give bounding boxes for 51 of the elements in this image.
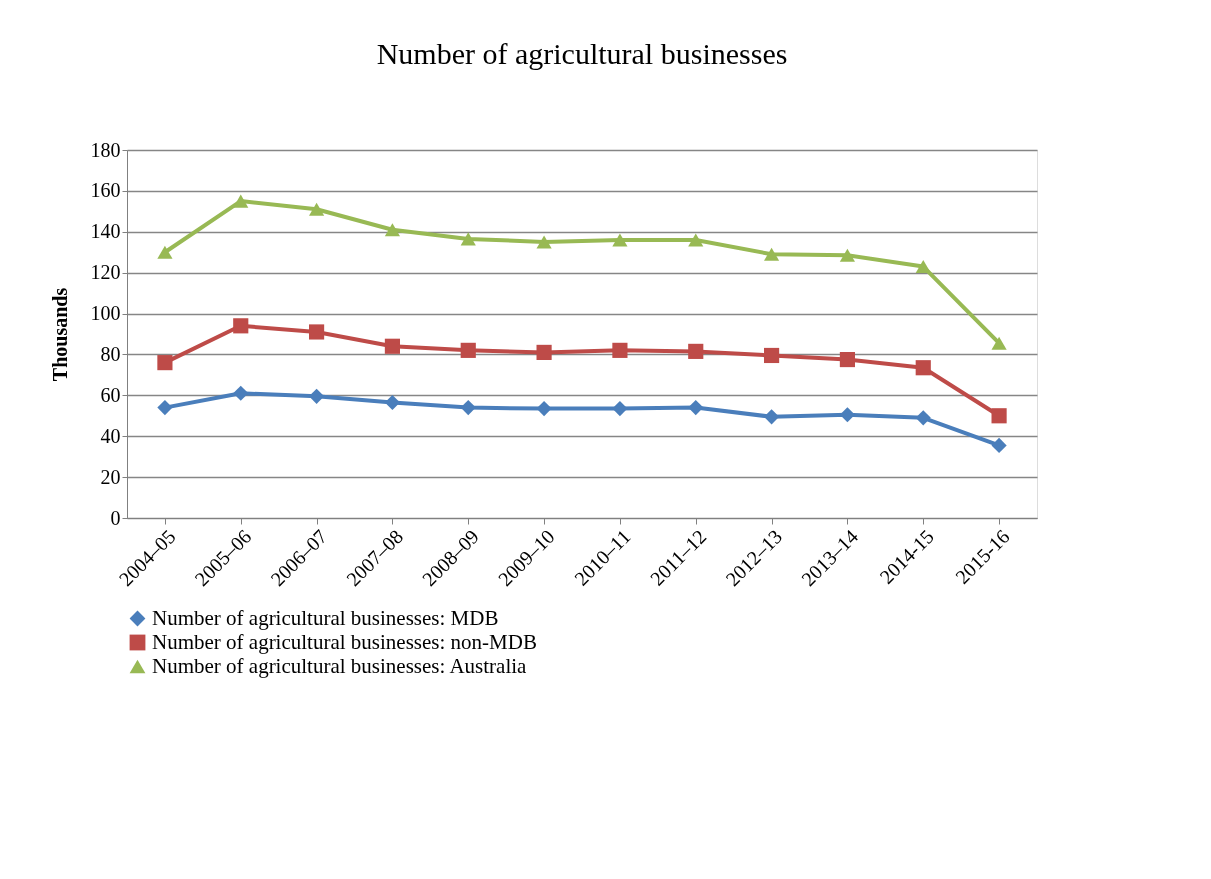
- point: [839, 407, 855, 423]
- point: [460, 342, 476, 358]
- point: [460, 232, 476, 246]
- chart-title: Number of agricultural businesses: [376, 37, 788, 70]
- point: [991, 408, 1007, 424]
- point: [839, 351, 855, 368]
- point: [915, 410, 931, 426]
- point: [536, 235, 552, 249]
- y-tick-label: 140: [90, 220, 121, 243]
- point: [991, 336, 1007, 350]
- y-tick-label: 100: [90, 302, 121, 325]
- point: [688, 400, 704, 416]
- y-tick-label: 160: [90, 179, 121, 202]
- point: [839, 248, 855, 262]
- y-tick-label: 60: [100, 383, 121, 406]
- y-tick-label: 80: [100, 342, 121, 365]
- point: [536, 401, 552, 417]
- point: [991, 437, 1007, 454]
- y-tick-label: 20: [100, 465, 121, 488]
- point: [536, 344, 552, 360]
- y-tick-label: 180: [90, 138, 121, 161]
- point: [764, 409, 780, 425]
- point: [384, 394, 400, 411]
- point: [915, 259, 931, 274]
- point: [612, 233, 628, 247]
- point: [612, 401, 628, 417]
- point: [384, 223, 400, 237]
- point: [764, 347, 780, 364]
- point: [157, 245, 173, 259]
- point: [233, 385, 249, 401]
- point: [384, 338, 400, 354]
- point: [309, 388, 325, 404]
- point: [688, 343, 704, 359]
- point: [915, 360, 931, 376]
- y-tick-label: 120: [90, 261, 121, 284]
- legend-label: Number of agricultural businesses: Australia: [152, 653, 528, 678]
- point: [157, 400, 173, 416]
- y-tick-label: 40: [100, 424, 121, 447]
- point: [157, 355, 173, 371]
- point: [233, 318, 249, 334]
- point: [612, 342, 628, 358]
- point: [233, 194, 249, 208]
- point: [688, 233, 704, 247]
- point: [764, 247, 780, 261]
- point: [309, 202, 325, 216]
- legend-label: Number of agricultural businesses: MDB: [152, 605, 499, 630]
- point: [460, 400, 476, 416]
- y-tick-label: 0: [110, 506, 121, 529]
- y-axis-title: Thousands: [48, 287, 71, 382]
- legend-label: Number of agricultural businesses: non-MDB: [152, 629, 537, 654]
- point: [309, 324, 325, 340]
